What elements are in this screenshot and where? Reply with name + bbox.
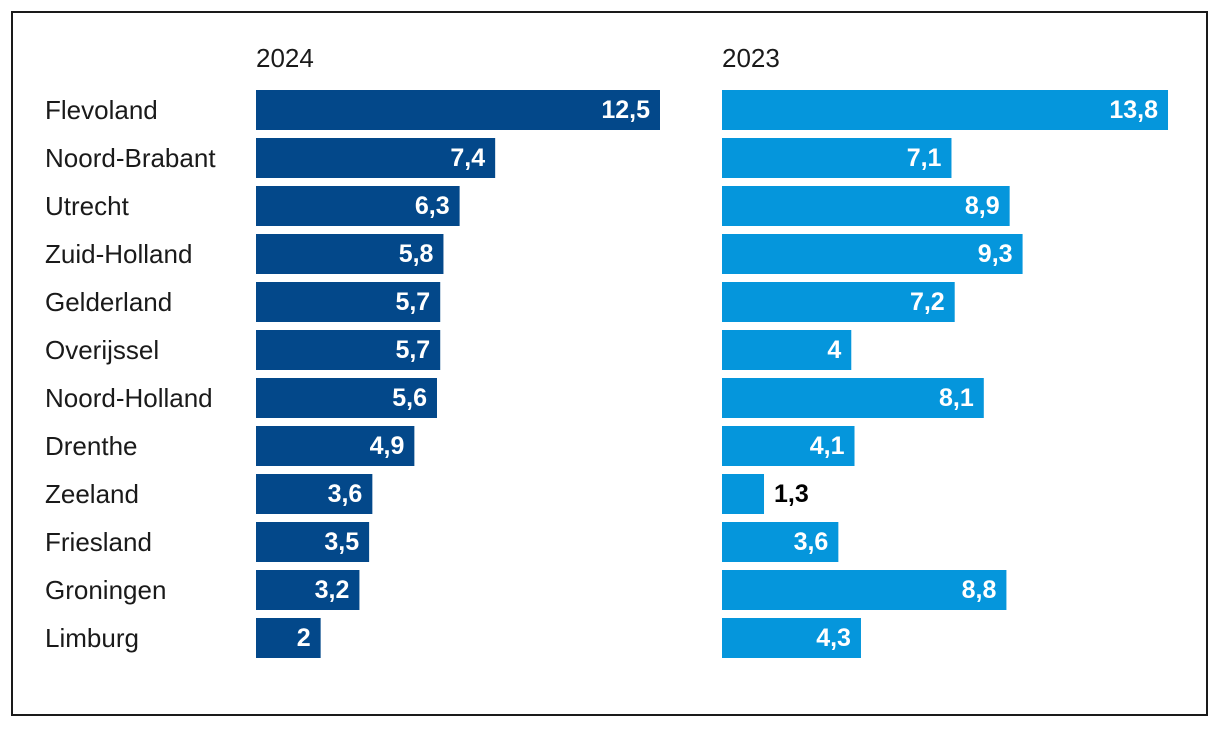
bar-2024-noord-holland [256, 378, 437, 418]
category-label-flevoland: Flevoland [45, 95, 158, 125]
data-label-2024-groningen: 3,2 [315, 576, 350, 604]
bar-2023-zuid-holland [722, 234, 1023, 274]
data-label-2023-groningen: 8,8 [962, 576, 997, 604]
data-label-2024-flevoland: 12,5 [601, 96, 650, 124]
data-label-2024-drenthe: 4,9 [370, 432, 405, 460]
bar-2023-noord-holland [722, 378, 984, 418]
category-label-drenthe: Drenthe [45, 431, 138, 461]
data-label-2024-zuid-holland: 5,8 [399, 240, 434, 268]
data-label-2024-limburg: 2 [297, 624, 311, 652]
bar-2024-gelderland [256, 282, 441, 322]
data-label-2024-gelderland: 5,7 [395, 288, 430, 316]
bar-2023-utrecht [722, 186, 1010, 226]
data-label-2024-overijssel: 5,7 [395, 336, 430, 364]
category-label-overijssel: Overijssel [45, 335, 159, 365]
category-label-limburg: Limburg [45, 623, 139, 653]
bar-2024-friesland [256, 522, 370, 562]
data-label-2023-utrecht: 8,9 [965, 192, 1000, 220]
data-label-2023-limburg: 4,3 [816, 624, 851, 652]
chart-panels: 202412,57,46,35,85,75,75,64,93,63,53,222… [256, 43, 1169, 658]
bar-2024-zuid-holland [256, 234, 444, 274]
bar-2023-zeeland [722, 474, 765, 514]
category-label-zuid-holland: Zuid-Holland [45, 239, 192, 269]
bar-2023-drenthe [722, 426, 855, 466]
category-label-utrecht: Utrecht [45, 191, 130, 221]
category-label-friesland: Friesland [45, 527, 152, 557]
data-label-2023-zeeland: 1,3 [774, 480, 809, 508]
bar-2023-limburg [722, 618, 861, 658]
bar-2024-utrecht [256, 186, 460, 226]
bar-2024-overijssel [256, 330, 441, 370]
series-title-2024: 2024 [256, 43, 314, 73]
data-label-2024-utrecht: 6,3 [415, 192, 450, 220]
data-label-2023-flevoland: 13,8 [1109, 96, 1158, 124]
bar-2023-groningen [722, 570, 1007, 610]
bar-2024-flevoland [256, 90, 660, 130]
category-label-gelderland: Gelderland [45, 287, 172, 317]
bar-2024-noord-brabant [256, 138, 496, 178]
category-labels: Flevoland Noord-Brabant Utrecht Zuid-Hollan… [45, 95, 216, 653]
data-label-2023-gelderland: 7,2 [910, 288, 945, 316]
chart-frame [11, 11, 1208, 716]
bar-2024-zeeland [256, 474, 373, 514]
data-label-2023-zuid-holland: 9,3 [978, 240, 1013, 268]
data-label-2024-zeeland: 3,6 [328, 480, 363, 508]
data-label-2024-friesland: 3,5 [324, 528, 359, 556]
bar-2024-limburg [256, 618, 321, 658]
data-label-2023-friesland: 3,6 [794, 528, 829, 556]
bar-2024-drenthe [256, 426, 415, 466]
data-label-2023-overijssel: 4 [827, 336, 841, 364]
category-label-noord-brabant: Noord-Brabant [45, 143, 216, 173]
data-label-2023-drenthe: 4,1 [810, 432, 845, 460]
series-panel-2023: 2023 13,8 7,1 8,9 9,3 7,2 4 8,1 4,11,3 3,6 8,8 4,3 [722, 43, 1169, 658]
bar-2023-friesland [722, 522, 839, 562]
bar-2023-flevoland [722, 90, 1169, 130]
category-label-groningen: Groningen [45, 575, 166, 605]
bar-2023-gelderland [722, 282, 955, 322]
bar-2024-groningen [256, 570, 360, 610]
category-label-noord-holland: Noord-Holland [45, 383, 213, 413]
series-title-2023: 2023 [722, 43, 780, 73]
data-label-2024-noord-brabant: 7,4 [450, 144, 485, 172]
data-label-2023-noord-brabant: 7,1 [907, 144, 942, 172]
category-label-zeeland: Zeeland [45, 479, 139, 509]
data-label-2024-noord-holland: 5,6 [392, 384, 427, 412]
data-label-2023-noord-holland: 8,1 [939, 384, 974, 412]
bar-2023-overijssel [722, 330, 852, 370]
series-panel-2024: 2024 12,5 7,46,3 5,8 5,7 5,7 5,6 4,93,6 3,5 3,22 [256, 43, 660, 658]
bar-2023-noord-brabant [722, 138, 952, 178]
